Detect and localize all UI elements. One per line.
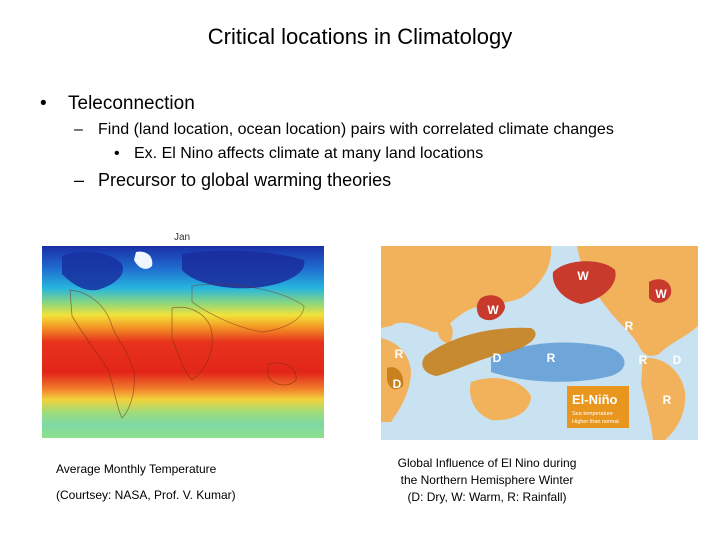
- bullet-mark: –: [74, 121, 83, 138]
- marker-dry: D: [673, 353, 682, 367]
- marker-rain: R: [663, 393, 672, 407]
- caption-line: Global Influence of El Nino during: [397, 456, 577, 470]
- marker-rain: R: [547, 351, 556, 365]
- caption-line: (Courtsey: NASA, Prof. V. Kumar): [56, 488, 236, 502]
- month-label: Jan: [173, 232, 191, 243]
- marker-warm: W: [487, 303, 499, 317]
- temperature-map-figure: Jan: [30, 228, 334, 440]
- el-nino-map-figure: W W W R R D D R R D R El-Niño Sea temper…: [381, 246, 698, 440]
- bullet-text: Teleconnection: [68, 93, 195, 114]
- legend-line-1: Sea temperature: [572, 411, 613, 417]
- bullet-find-pairs: – Find (land location, ocean location) pa…: [74, 121, 614, 139]
- caption-line: Average Monthly Temperature: [56, 462, 217, 476]
- caption-line: the Northern Hemisphere Winter: [400, 473, 574, 487]
- bullet-text: Precursor to global warming theories: [98, 170, 392, 190]
- bullet-mark: •: [114, 145, 120, 162]
- caption-line: (D: Dry, W: Warm, R: Rainfall): [407, 490, 567, 504]
- marker-dry: D: [493, 351, 502, 365]
- marker-warm: W: [655, 287, 667, 301]
- el-nino-map: W W W R R D D R R D R El-Niño Sea temper…: [381, 246, 698, 440]
- bullet-mark: –: [74, 170, 85, 190]
- slide-title: Critical locations in Climatology: [207, 24, 513, 49]
- legend-title: El-Niño: [572, 392, 618, 407]
- temperature-map: [42, 246, 324, 438]
- right-caption: Global Influence of El Nino during the N…: [371, 455, 603, 506]
- marker-rain: R: [625, 319, 634, 333]
- bullet-teleconnection: • Teleconnection: [40, 93, 195, 115]
- bullet-text: Ex. El Nino affects climate at many land…: [134, 145, 484, 162]
- marker-rain: R: [639, 353, 648, 367]
- left-caption: Average Monthly Temperature (Courtsey: N…: [56, 461, 236, 513]
- bullet-text: Find (land location, ocean location) pai…: [98, 121, 614, 138]
- marker-warm: W: [577, 269, 589, 283]
- el-nino-legend-box: [567, 386, 629, 428]
- legend-line-2: Higher than normal: [572, 419, 619, 425]
- bullet-mark: •: [40, 93, 47, 114]
- bullet-el-nino-example: • Ex. El Nino affects climate at many lan…: [114, 145, 483, 163]
- marker-rain: R: [395, 347, 404, 361]
- bullet-precursor: – Precursor to global warming theories: [74, 170, 391, 191]
- marker-dry: D: [393, 377, 402, 391]
